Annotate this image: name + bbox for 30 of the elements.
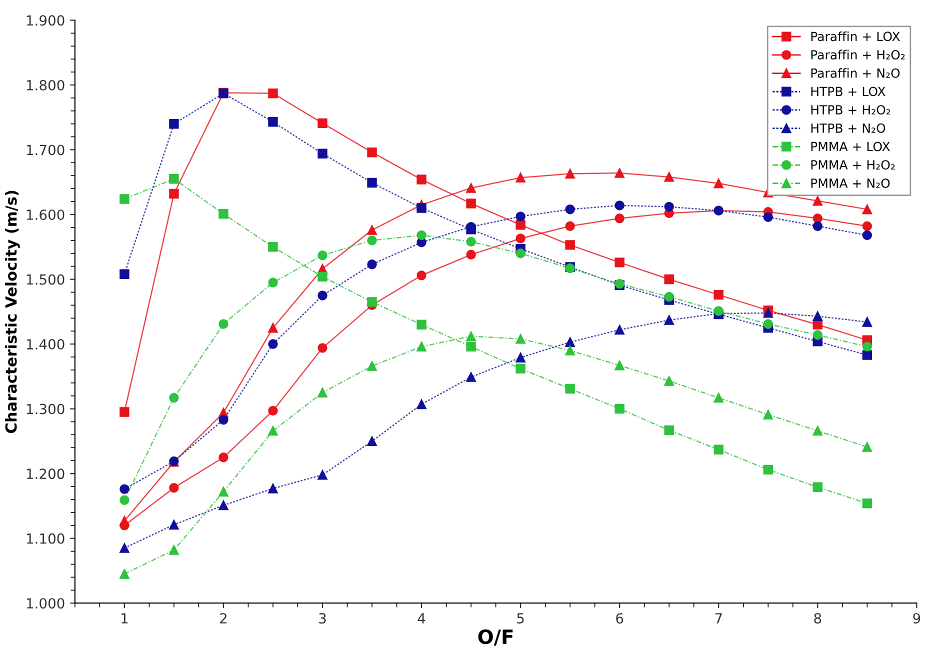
y-tick-label: 1.800 <box>26 80 64 90</box>
legend-label: PMMA + LOX <box>811 142 890 152</box>
y-tick-label: 1.300 <box>26 404 64 414</box>
legend-label: HTPB + N₂O <box>811 123 886 133</box>
x-tick-label: 5 <box>517 613 524 624</box>
x-axis-title: O/F <box>478 629 513 646</box>
y-tick-label: 1.600 <box>26 209 64 220</box>
y-tick-label: 1.500 <box>26 274 64 285</box>
legend-label: Paraffin + N₂O <box>811 68 900 78</box>
y-tick-label: 1.000 <box>26 598 64 609</box>
legend-label: Paraffin + LOX <box>811 31 900 42</box>
x-tick-label: 3 <box>319 613 326 624</box>
legend-label: PMMA + N₂O <box>811 178 890 188</box>
legend-label: HTPB + H₂O₂ <box>811 105 890 115</box>
y-axis-title: Characteristic Velocity (m/s) <box>4 190 20 434</box>
x-tick-label: 8 <box>814 613 822 624</box>
legend-label: PMMA + H₂O₂ <box>811 160 895 170</box>
y-tick-label: 1.700 <box>26 144 64 156</box>
y-tick-label: 1.200 <box>26 468 64 480</box>
y-tick-label: 1.100 <box>26 533 64 544</box>
x-tick-label: 2 <box>220 613 226 624</box>
x-tick-label: 1 <box>122 613 128 624</box>
legend-label: HTPB + LOX <box>811 86 886 96</box>
x-tick-label: 7 <box>715 613 722 624</box>
x-tick-label: 6 <box>616 613 624 624</box>
x-tick-label: 4 <box>418 613 426 624</box>
legend-label: Paraffin + H₂O₂ <box>811 50 905 60</box>
x-tick-label: 9 <box>913 613 920 624</box>
y-tick-label: 1.900 <box>26 15 64 26</box>
y-tick-label: 1.400 <box>26 339 64 350</box>
